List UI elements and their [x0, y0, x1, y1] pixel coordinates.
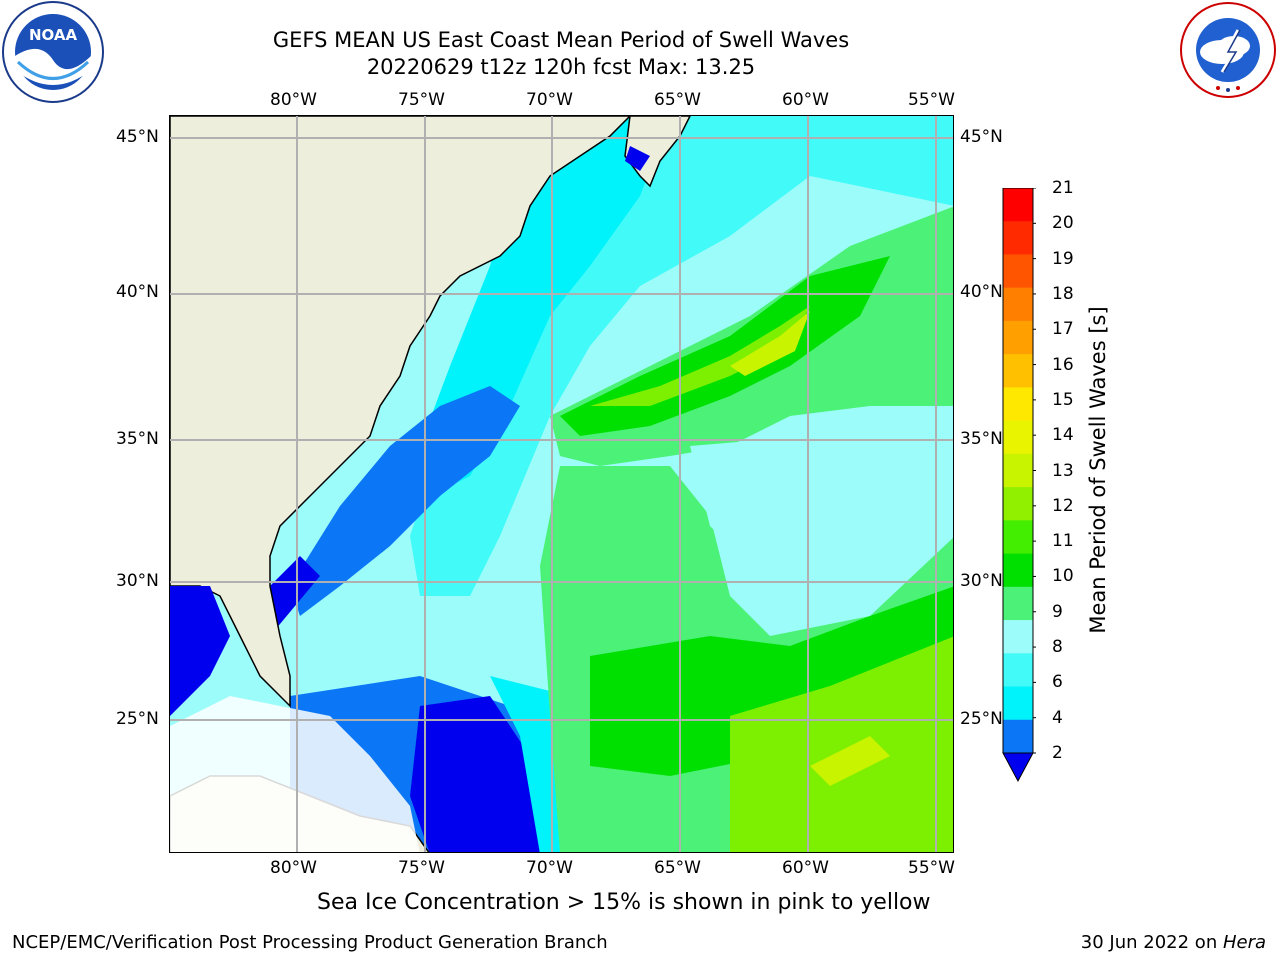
- deep-blue-patch: [270, 556, 320, 636]
- lon-label-bottom: 65°W: [654, 858, 701, 878]
- colorbar-tick-label: 14: [1052, 425, 1074, 446]
- colorbar-tick-label: 20: [1052, 213, 1074, 234]
- lat-label-right: 25°N: [960, 709, 1003, 729]
- lon-label-bottom: 60°W: [782, 858, 829, 878]
- colorbar-tick-label: 2: [1052, 743, 1063, 763]
- colorbar-tick-label: 19: [1052, 248, 1074, 269]
- sea-ice-note: Sea Ice Concentration > 15% is shown in …: [317, 890, 931, 915]
- nws-logo: [1178, 0, 1278, 100]
- colorbar-segment: [1003, 586, 1033, 621]
- chart-title: GEFS MEAN US East Coast Mean Period of S…: [272, 28, 850, 52]
- footer-machine: Hera: [1222, 932, 1266, 953]
- colorbar-segment: [1003, 420, 1033, 455]
- colorbar-segment: [1003, 553, 1033, 588]
- lat-label-left: 35°N: [116, 429, 159, 449]
- us-east-coast-land: [170, 116, 632, 708]
- pale-cyan-interior: [690, 416, 953, 586]
- lon-label-top: 60°W: [782, 90, 829, 110]
- no-data-area: [170, 696, 420, 852]
- yellow-green-core: [730, 311, 810, 376]
- colorbar-segment: [1003, 653, 1033, 688]
- swell-period-map: [169, 115, 954, 853]
- lon-label-bottom: 80°W: [270, 858, 317, 878]
- colorbar-extend-triangle: [1002, 752, 1034, 783]
- colorbar-segment: [1003, 520, 1033, 555]
- colorbar-tick-label: 9: [1052, 601, 1063, 622]
- lat-label-right: 30°N: [960, 571, 1003, 591]
- gulf-deep-blue: [170, 586, 230, 716]
- colorbar-segment: [1003, 221, 1033, 255]
- colorbar-tick-label: 17: [1052, 319, 1074, 340]
- colorbar-tick-label: 13: [1052, 460, 1074, 481]
- southeast-lime-region: [730, 636, 953, 852]
- lon-label-top: 75°W: [398, 90, 445, 110]
- lat-label-left: 30°N: [116, 571, 159, 591]
- colorbar-segment: [1003, 254, 1033, 289]
- bay-of-fundy: [625, 146, 650, 171]
- footer-date: 30 Jun 2022 on Hera: [1081, 932, 1266, 953]
- colorbar-tick-label: 6: [1052, 672, 1063, 693]
- southeast-yellow-green-patch: [810, 736, 890, 786]
- southern-deep-blue-region: [410, 696, 540, 852]
- colorbar-tick-label: 4: [1052, 707, 1063, 728]
- colorbar-tick-label: 16: [1052, 354, 1074, 375]
- lon-label-top: 80°W: [270, 90, 317, 110]
- colorbar-segment: [1003, 719, 1033, 754]
- colorbar-tick-label: 21: [1052, 178, 1074, 198]
- chart-subtitle: 20220629 t12z 120h fcst Max: 13.25: [366, 55, 756, 79]
- lon-label-bottom: 70°W: [526, 858, 573, 878]
- colorbar-label: Mean Period of Swell Waves [s]: [1086, 306, 1110, 634]
- colorbar-tick-label: 18: [1052, 283, 1074, 304]
- lon-label-bottom: 55°W: [908, 858, 955, 878]
- lon-label-top: 55°W: [908, 90, 955, 110]
- lon-label-bottom: 75°W: [398, 858, 445, 878]
- colorbar-segment: [1003, 487, 1033, 521]
- colorbar-segment: [1003, 453, 1033, 488]
- lat-label-left: 25°N: [116, 709, 159, 729]
- colorbar-segment: [1003, 287, 1033, 322]
- footer-date-text: 30 Jun 2022 on: [1080, 932, 1223, 953]
- lat-label-right: 35°N: [960, 429, 1003, 449]
- colorbar-segment: [1003, 320, 1033, 355]
- lon-label-top: 65°W: [654, 90, 701, 110]
- lat-label-left: 45°N: [116, 127, 159, 147]
- colorbar-segment: [1003, 686, 1033, 721]
- lon-label-top: 70°W: [526, 90, 573, 110]
- lat-label-right: 45°N: [960, 127, 1003, 147]
- blue-coastal-band: [290, 386, 520, 616]
- lat-label-right: 40°N: [960, 282, 1003, 302]
- colorbar-tick-label: 8: [1052, 637, 1063, 658]
- colorbar-segment: [1003, 620, 1033, 654]
- map-gridlines: [170, 116, 953, 852]
- colorbar-segment: [1003, 387, 1033, 422]
- colorbar: [1002, 187, 1036, 783]
- noaa-logo: NOAA: [0, 0, 106, 104]
- lat-label-left: 40°N: [116, 282, 159, 302]
- colorbar-tick-label: 10: [1052, 566, 1074, 587]
- colorbar-tick-label: 15: [1052, 389, 1074, 410]
- colorbar-segment: [1003, 188, 1033, 222]
- colorbar-segment: [1003, 354, 1033, 388]
- noaa-logo-text: NOAA: [29, 26, 78, 44]
- map-canvas: [170, 116, 953, 852]
- colorbar-tick-label: 12: [1052, 495, 1074, 516]
- colorbar-tick-label: 11: [1052, 531, 1074, 552]
- footer-credit: NCEP/EMC/Verification Post Processing Pr…: [12, 932, 608, 953]
